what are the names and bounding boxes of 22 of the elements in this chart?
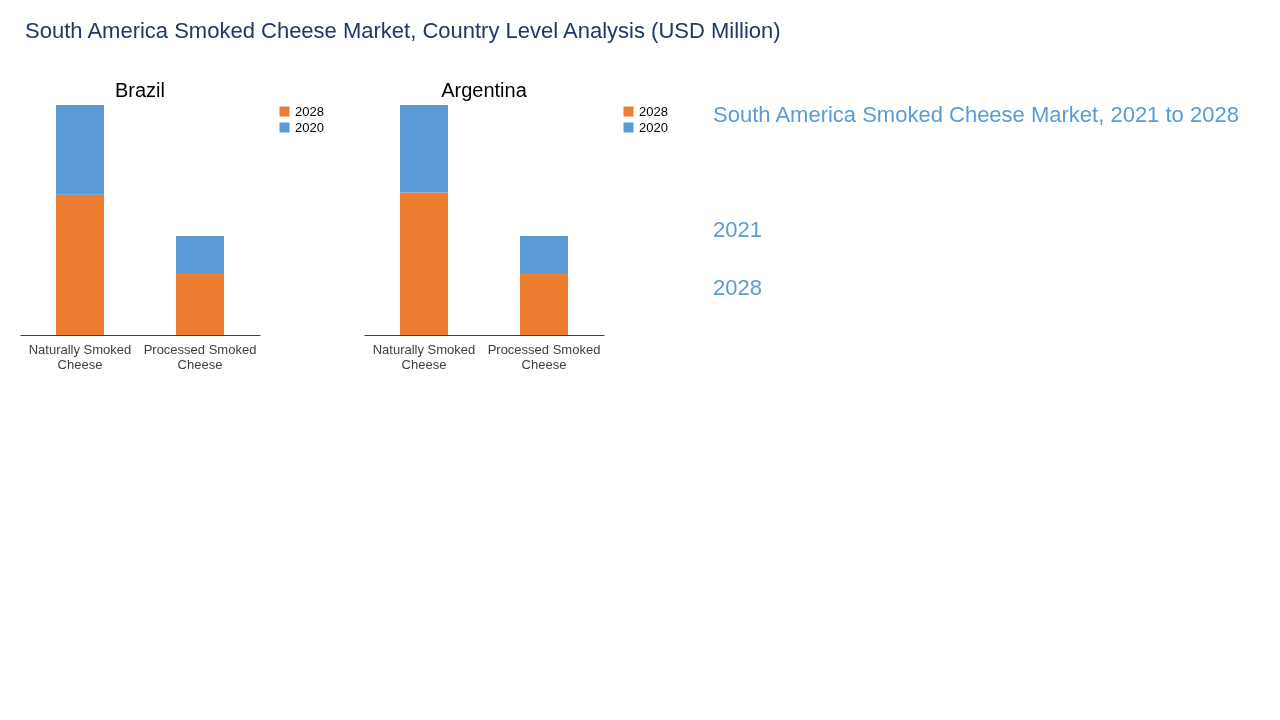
bar	[400, 192, 448, 335]
x-tick-label: Naturally Smoked Cheese	[372, 341, 476, 372]
legend-label: 2020	[639, 119, 668, 135]
legend-label: 2028	[295, 103, 324, 119]
text: 2028	[713, 274, 762, 300]
bar	[520, 236, 568, 273]
x-tick-label: Processed Smoked Cheese	[487, 341, 601, 372]
chart-title: Argentina	[441, 79, 528, 101]
text: South America Smoked Cheese Market, 2021 to 2028	[713, 102, 1239, 127]
x-tick-label: Processed Smoked Cheese	[143, 341, 257, 372]
bar	[176, 272, 224, 335]
bar	[520, 272, 568, 335]
bar	[56, 105, 104, 195]
chart-title: Brazil	[114, 79, 166, 101]
text: 2021	[713, 217, 762, 242]
text: South America Smoked Cheese Market, Country Level Analysis (USD Million)	[25, 18, 781, 43]
bar	[400, 105, 448, 193]
bar	[176, 236, 224, 273]
x-tick-label: Naturally Smoked Cheese	[28, 341, 132, 372]
bar	[56, 194, 104, 335]
legend-label: 2020	[295, 119, 324, 135]
legend-label: 2028	[639, 103, 668, 119]
